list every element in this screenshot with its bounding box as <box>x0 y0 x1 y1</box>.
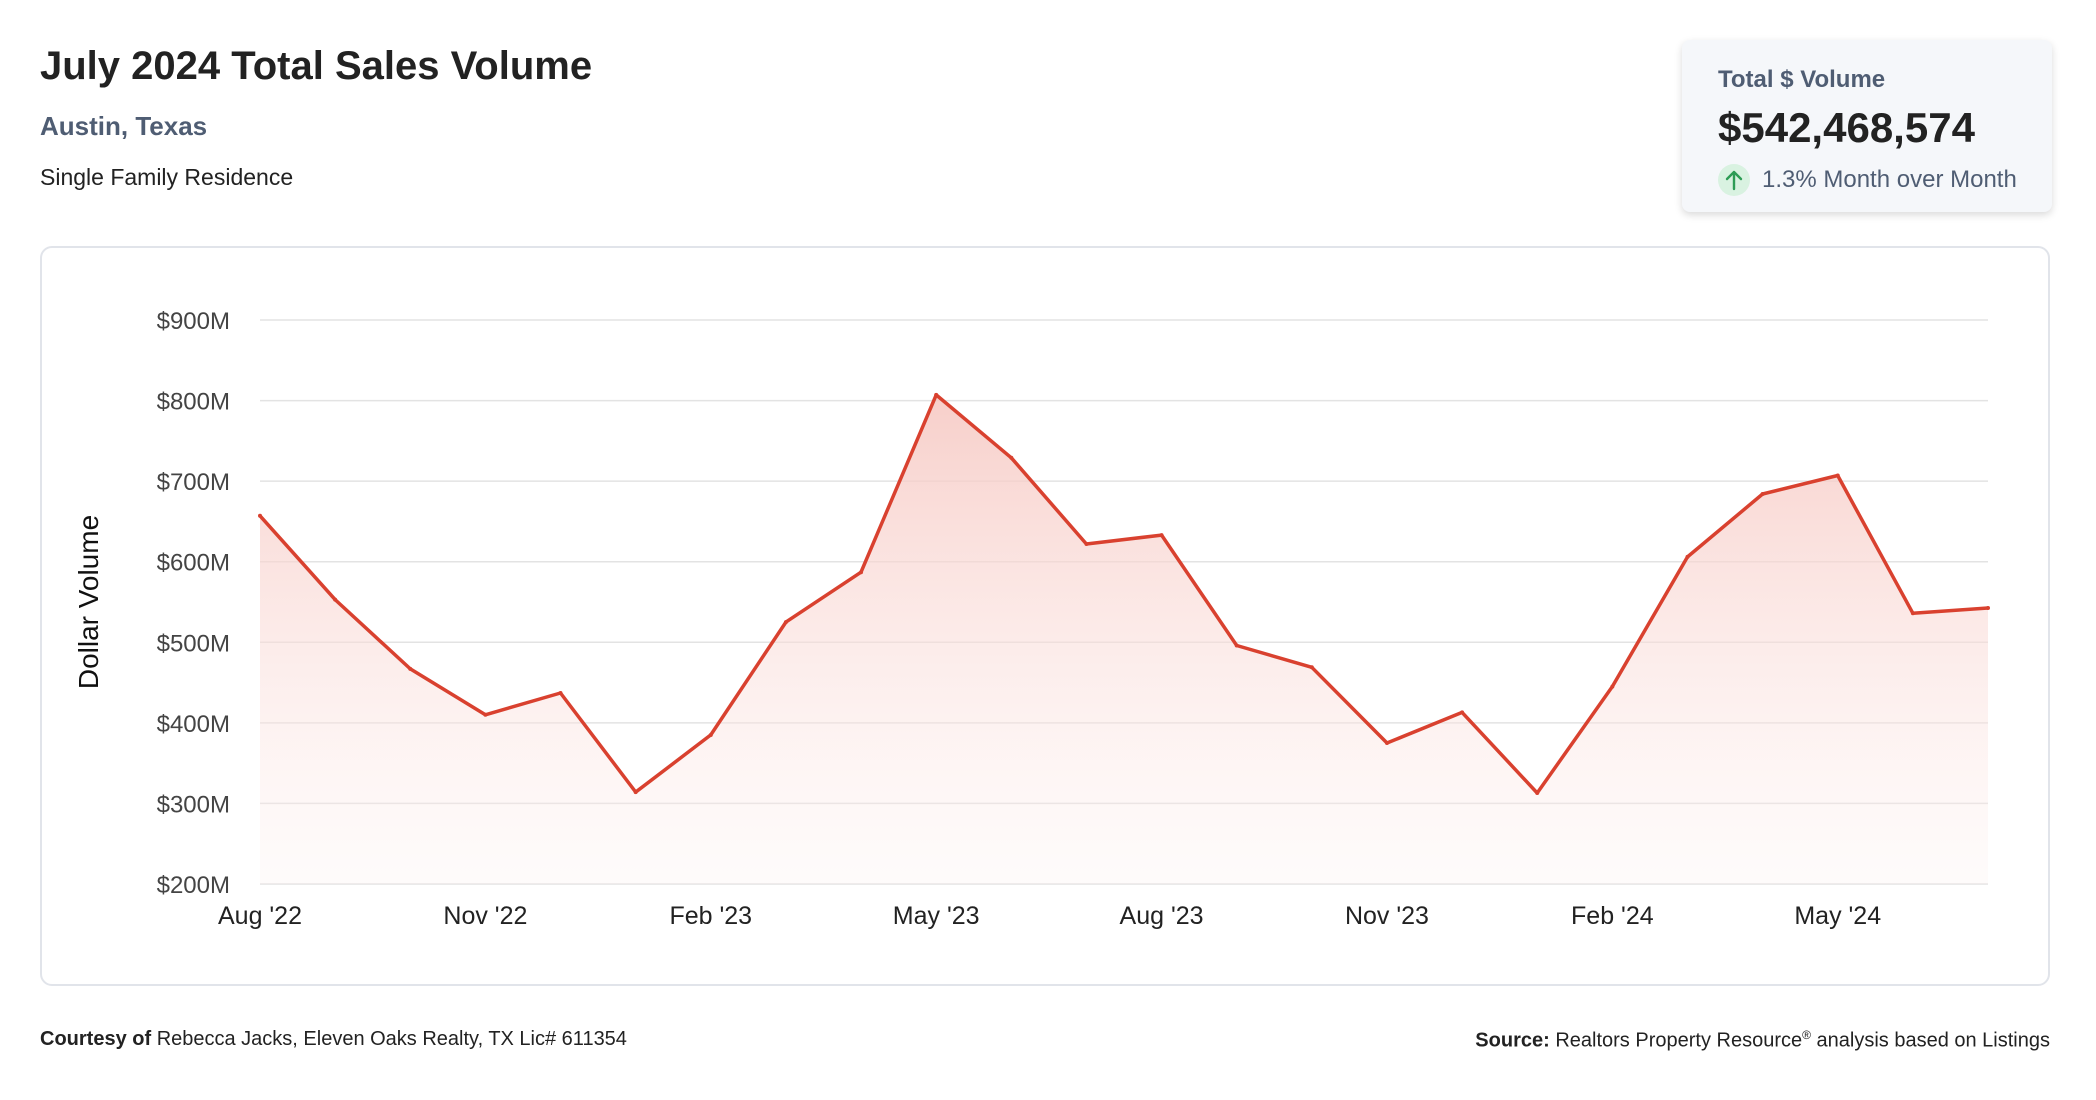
y-tick-label: $300M <box>157 791 230 818</box>
data-point <box>783 620 788 625</box>
source-footer: Source: Realtors Property Resource® anal… <box>1475 1028 2050 1053</box>
data-point <box>1234 643 1239 648</box>
data-point <box>1535 790 1540 795</box>
data-point <box>859 570 864 575</box>
kpi-change-text: 1.3% Month over Month <box>1762 166 2017 193</box>
x-tick-label: May '23 <box>893 902 980 930</box>
data-point <box>1610 684 1615 689</box>
data-point <box>258 513 262 518</box>
data-point <box>408 666 413 671</box>
y-tick-label: $200M <box>157 872 230 899</box>
y-tick-label: $800M <box>157 389 230 416</box>
x-tick-label: May '24 <box>1794 902 1881 930</box>
data-point <box>333 597 338 602</box>
kpi-label: Total $ Volume <box>1718 66 1886 93</box>
x-tick-label: Nov '22 <box>443 902 527 930</box>
total-volume-card: Total $ Volume $542,468,574 1.3% Month o… <box>1682 40 2052 212</box>
x-tick-label: Feb '24 <box>1571 902 1654 930</box>
data-point <box>483 712 488 717</box>
location-subtitle: Austin, Texas <box>40 111 208 141</box>
data-point <box>1159 533 1164 538</box>
data-point <box>934 392 939 397</box>
series-line <box>258 393 1989 795</box>
registered-mark: ® <box>1802 1028 1811 1042</box>
y-tick-label: $600M <box>157 550 230 577</box>
y-tick-label: $900M <box>157 308 230 335</box>
x-tick-label: Nov '23 <box>1345 902 1429 930</box>
data-point <box>558 691 563 696</box>
x-tick-label: Feb '23 <box>669 902 752 930</box>
x-tick-label: Aug '23 <box>1120 902 1204 930</box>
x-tick-label: Aug '22 <box>218 902 302 930</box>
data-point <box>1460 710 1465 715</box>
data-point <box>633 790 638 795</box>
property-type-label: Single Family Residence <box>40 164 294 190</box>
data-point <box>1986 606 1990 611</box>
chart-card: $200M $300M $400M $500M $600M $700M $800M $900M… <box>40 246 2050 986</box>
data-point <box>1084 541 1089 546</box>
y-tick-label: $400M <box>157 711 230 738</box>
sales-volume-chart: $200M $300M $400M $500M $600M $700M $800M $900M… <box>73 308 1990 930</box>
data-point <box>1835 473 1840 478</box>
data-point <box>1309 665 1314 670</box>
arrow-up-icon <box>1718 164 1750 196</box>
kpi-change: 1.3% Month over Month <box>1718 164 2017 196</box>
courtesy-footer: Courtesy of Rebecca Jacks, Eleven Oaks R… <box>40 1028 627 1051</box>
header: July 2024 Total Sales Volume Austin, Tex… <box>40 44 592 191</box>
courtesy-label: Courtesy of <box>40 1028 152 1050</box>
courtesy-text: Rebecca Jacks, Eleven Oaks Realty, TX Li… <box>156 1028 627 1050</box>
data-point <box>1685 554 1690 559</box>
data-point <box>1910 611 1915 616</box>
y-tick-label: $700M <box>157 469 230 496</box>
source-text-1: Realtors Property Resource <box>1555 1029 1803 1052</box>
y-tick-label: $500M <box>157 630 230 657</box>
data-point <box>1760 492 1765 497</box>
source-text-2: analysis based on Listings <box>1810 1029 2051 1052</box>
page-title: July 2024 Total Sales Volume <box>40 44 593 88</box>
kpi-value: $542,468,574 <box>1718 104 1975 151</box>
data-point <box>708 732 713 737</box>
series-area <box>260 394 1988 884</box>
data-point <box>1384 741 1389 745</box>
source-label: Source: <box>1475 1029 1550 1052</box>
data-point <box>1009 455 1014 460</box>
y-axis-label: Dollar Volume <box>73 515 104 689</box>
